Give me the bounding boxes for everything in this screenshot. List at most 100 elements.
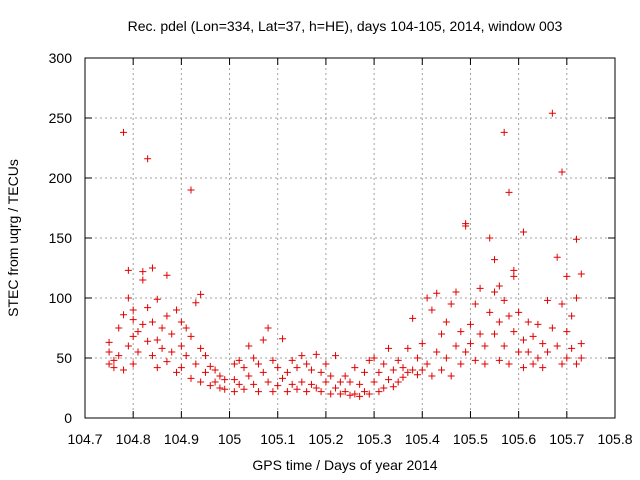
data-point [375, 368, 383, 376]
data-point [539, 364, 547, 372]
y-tick-label: 150 [49, 230, 73, 246]
data-point [428, 306, 436, 314]
data-point [399, 373, 407, 381]
data-point [558, 300, 566, 308]
data-point [168, 330, 176, 338]
data-point [264, 324, 272, 332]
data-point [486, 308, 494, 316]
data-point [221, 385, 229, 393]
data-point [418, 340, 426, 348]
data-point [394, 356, 402, 364]
data-point [332, 384, 340, 392]
data-point [245, 372, 253, 380]
data-point [346, 391, 354, 399]
data-point [365, 390, 373, 398]
data-point [519, 364, 527, 372]
data-point [235, 356, 243, 364]
data-point [168, 348, 176, 356]
data-point [259, 368, 267, 376]
data-point [153, 364, 161, 372]
data-point [577, 340, 585, 348]
data-point [120, 128, 128, 136]
data-point [428, 372, 436, 380]
data-point [298, 378, 306, 386]
data-point [568, 344, 576, 352]
data-point [129, 306, 137, 314]
data-point [269, 388, 277, 396]
data-point [120, 366, 128, 374]
data-point [158, 324, 166, 332]
data-point [173, 306, 181, 314]
data-point [481, 342, 489, 350]
data-point [413, 354, 421, 362]
data-point [360, 388, 368, 396]
data-point [370, 378, 378, 386]
data-point [230, 360, 238, 368]
data-point [158, 344, 166, 352]
data-point [553, 342, 561, 350]
data-point [269, 356, 277, 364]
x-tick-label: 104.8 [116, 431, 151, 447]
data-point [274, 364, 282, 372]
data-point [356, 380, 364, 388]
data-point [534, 354, 542, 362]
data-point [274, 382, 282, 390]
data-point [544, 348, 552, 356]
data-point [356, 392, 364, 400]
data-point [442, 354, 450, 362]
data-point [505, 312, 513, 320]
data-point [254, 388, 262, 396]
data-point [177, 318, 185, 326]
data-point [230, 388, 238, 396]
data-point [177, 364, 185, 372]
data-point [409, 366, 417, 374]
data-point [572, 360, 580, 368]
data-points [105, 109, 585, 400]
data-point [404, 344, 412, 352]
data-point [148, 264, 156, 272]
y-tick-label: 300 [49, 50, 73, 66]
data-point [380, 384, 388, 392]
data-point [462, 222, 470, 230]
data-point [187, 374, 195, 382]
data-point [351, 364, 359, 372]
data-point [534, 320, 542, 328]
data-point [452, 342, 460, 350]
data-point [144, 337, 152, 345]
data-point [544, 296, 552, 304]
data-point [515, 348, 523, 356]
data-point [148, 318, 156, 326]
x-tick-label: 105 [218, 431, 242, 447]
y-tick-label: 0 [64, 410, 72, 426]
data-point [476, 284, 484, 292]
data-point [380, 360, 388, 368]
data-point [115, 324, 123, 332]
data-point [548, 324, 556, 332]
data-point [568, 312, 576, 320]
data-point [466, 340, 474, 348]
data-point [201, 368, 209, 376]
data-point [105, 348, 113, 356]
data-point [134, 348, 142, 356]
data-point [279, 374, 287, 382]
data-point [129, 360, 137, 368]
data-point [322, 360, 330, 368]
x-tick-label: 104.7 [67, 431, 102, 447]
data-point [144, 304, 152, 312]
data-point [124, 294, 132, 302]
data-point [519, 228, 527, 236]
data-point [327, 372, 335, 380]
data-point [187, 332, 195, 340]
data-point [250, 380, 258, 388]
data-point [577, 354, 585, 362]
data-point [505, 188, 513, 196]
data-point [510, 266, 518, 274]
data-point [105, 338, 113, 346]
data-point [510, 272, 518, 280]
data-point [192, 360, 200, 368]
data-point [197, 344, 205, 352]
data-point [197, 378, 205, 386]
x-tick-label: 105.1 [260, 431, 295, 447]
data-point [500, 342, 508, 350]
data-point [433, 289, 441, 297]
